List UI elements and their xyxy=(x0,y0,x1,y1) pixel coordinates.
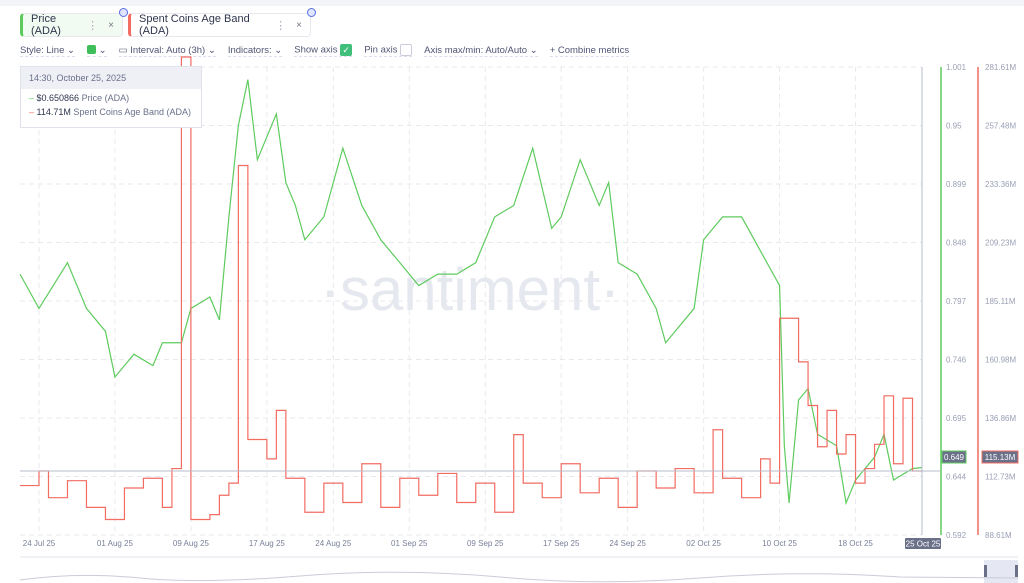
y-left-tick: 0.848 xyxy=(946,239,967,248)
color-swatch xyxy=(86,45,96,55)
y-left-tick: 0.695 xyxy=(946,414,967,423)
interval-dropdown[interactable]: ▭ Interval: Auto (3h) ⌄ xyxy=(118,44,216,57)
metric-tab-price[interactable]: Price (ADA) ⋮ × xyxy=(20,8,128,37)
crosshair-date-badge xyxy=(905,538,941,549)
y-right-tick: 112.73M xyxy=(985,473,1016,482)
metric-tab-spent-coins[interactable]: Spent Coins Age Band (ADA) ⋮ × xyxy=(128,8,316,37)
combine-metrics-button[interactable]: + Combine metrics xyxy=(549,44,630,57)
navigator-selection xyxy=(984,560,1018,583)
chart-tooltip: 14:30, October 25, 2025 – $0.650866 Pric… xyxy=(20,66,202,128)
x-tick: 09 Sep 25 xyxy=(467,539,504,548)
style-dropdown[interactable]: Style: Line ⌄ xyxy=(20,44,75,57)
close-icon[interactable]: × xyxy=(108,19,114,31)
spent-current-badge xyxy=(981,450,1019,464)
more-icon[interactable]: ⋮ xyxy=(87,19,99,32)
tab-label: Price (ADA) xyxy=(31,13,61,37)
x-tick: 17 Aug 25 xyxy=(249,539,286,548)
pin-axis-toggle[interactable]: Pin axis xyxy=(364,44,413,57)
tooltip-price: – $0.650866 Price (ADA) xyxy=(29,93,130,103)
y-left-tick: 0.95 xyxy=(946,122,962,131)
color-picker[interactable]: ⌄ xyxy=(86,45,107,57)
navigator-handle-left xyxy=(984,565,987,577)
y-right-tick: 281.61M xyxy=(985,63,1016,72)
checkbox-icon[interactable] xyxy=(400,44,413,56)
y-right-tick: 257.48M xyxy=(985,122,1016,131)
x-tick: 01 Sep 25 xyxy=(391,539,428,548)
chart-toolbar: Style: Line ⌄ ⌄ ▭ Interval: Auto (3h) ⌄ … xyxy=(20,44,630,57)
y-left-tick: 1.001 xyxy=(946,63,967,72)
y-right-tick: 88.61M xyxy=(985,531,1012,540)
crosshair-date: 25 Oct 25 xyxy=(906,540,941,549)
tooltip-date: 14:30, October 25, 2025 xyxy=(21,67,201,89)
y-right-tick: 233.36M xyxy=(985,180,1016,189)
tab-label: Spent Coins Age Band (ADA) xyxy=(139,13,250,37)
y-right-tick: 185.11M xyxy=(985,297,1016,306)
checkbox-checked-icon[interactable]: ✓ xyxy=(340,44,353,56)
y-left-tick: 0.746 xyxy=(946,356,967,365)
spent-current: 115.13M xyxy=(985,453,1016,462)
navigator-line xyxy=(19,571,1019,583)
x-tick: 09 Aug 25 xyxy=(173,539,210,548)
y-left-tick: 0.899 xyxy=(946,180,967,189)
top-bar xyxy=(0,0,1024,6)
settings-icon[interactable] xyxy=(307,8,316,17)
close-icon[interactable]: × xyxy=(296,19,302,31)
x-tick: 17 Sep 25 xyxy=(543,539,580,548)
x-tick: 18 Oct 25 xyxy=(838,539,873,548)
show-axis-toggle[interactable]: Show axis ✓ xyxy=(294,44,353,57)
x-tick: 01 Aug 25 xyxy=(97,539,134,548)
y-right-tick: 136.86M xyxy=(985,414,1016,423)
more-icon[interactable]: ⋮ xyxy=(275,19,287,32)
tooltip-spent: – 114.71M Spent Coins Age Band (ADA) xyxy=(29,107,191,117)
x-tick: 02 Oct 25 xyxy=(686,539,721,548)
price-line xyxy=(19,79,923,506)
x-tick: 10 Oct 25 xyxy=(762,539,797,548)
y-left-tick: 0.592 xyxy=(946,531,967,540)
indicators-dropdown[interactable]: Indicators: ⌄ xyxy=(227,44,283,57)
x-tick: 24 Jul 25 xyxy=(23,539,56,548)
settings-icon[interactable] xyxy=(119,8,128,17)
x-tick: 24 Aug 25 xyxy=(315,539,352,548)
price-current: 0.649 xyxy=(944,453,965,462)
x-tick: 24 Sep 25 xyxy=(609,539,646,548)
y-right-tick: 209.23M xyxy=(985,239,1016,248)
watermark: ·santiment· xyxy=(320,256,620,323)
price-current-badge xyxy=(941,450,967,464)
navigator-handle-right xyxy=(1015,565,1018,577)
axis-minmax-dropdown[interactable]: Axis max/min: Auto/Auto ⌄ xyxy=(424,44,538,57)
y-right-tick: 160.98M xyxy=(985,356,1016,365)
spent-coins-line xyxy=(20,56,923,521)
y-left-tick: 0.797 xyxy=(946,297,967,306)
y-left-tick: 0.644 xyxy=(946,473,967,482)
